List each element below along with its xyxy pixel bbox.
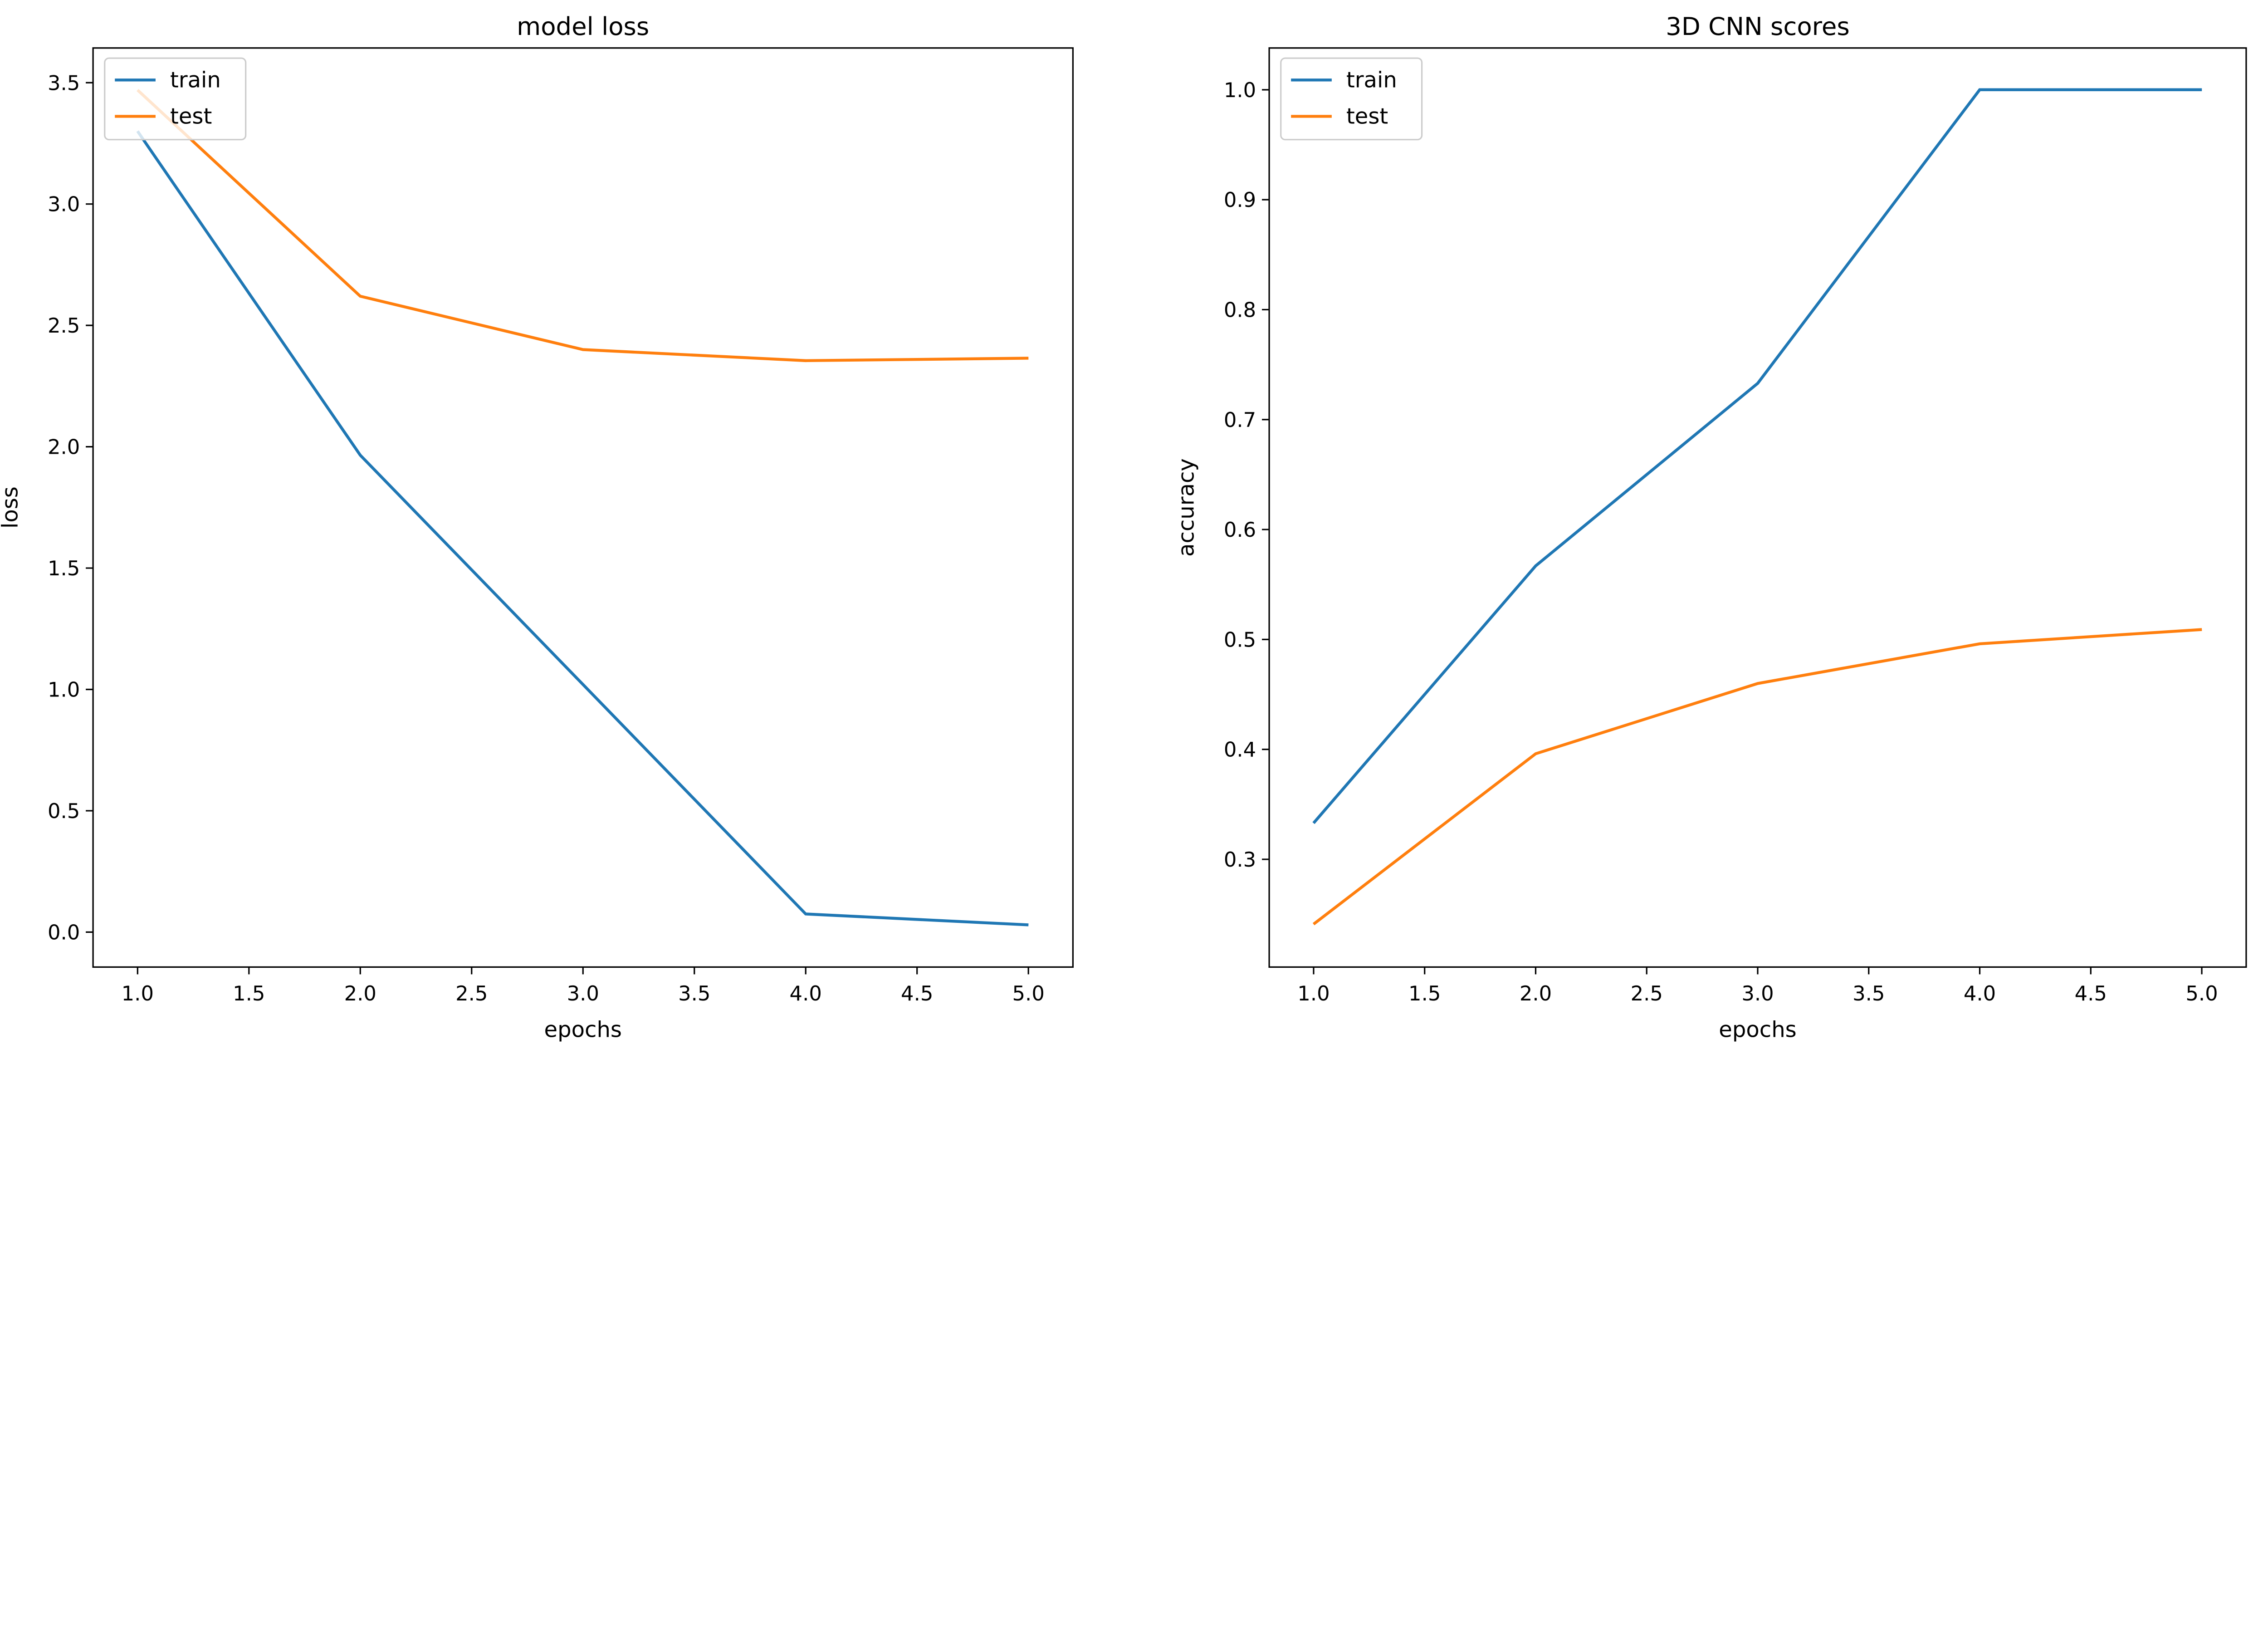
y-tick-label: 0.4 <box>1224 738 1256 762</box>
series-line-train <box>1312 88 2202 824</box>
series-line-train <box>136 130 1029 926</box>
x-tick-label: 3.0 <box>567 981 599 1005</box>
y-tick-label: 0.5 <box>48 799 80 823</box>
legend-box <box>104 57 247 141</box>
x-tick-label: 1.0 <box>122 981 154 1005</box>
x-tick-label: 2.5 <box>1631 981 1663 1005</box>
x-tick-label: 3.5 <box>1853 981 1885 1005</box>
x-tick-label: 4.0 <box>1964 981 1996 1005</box>
y-tick-label: 0.8 <box>1224 298 1256 322</box>
legend-label-train: train <box>1346 67 1397 93</box>
x-tick-label: 3.0 <box>1741 981 1774 1005</box>
series-line-test <box>1312 628 2202 926</box>
chart-2: 3D CNN scores epochs accuracy 1.0 1.5 2.0 2.5 3… <box>1173 12 2247 1042</box>
x-tick-label: 5.0 <box>2185 981 2218 1005</box>
legend-label-test: test <box>170 103 212 129</box>
chart-title: model loss <box>517 12 649 41</box>
y-tick-label: 3.0 <box>48 192 80 216</box>
x-tick-label: 5.0 <box>1012 981 1045 1005</box>
legend-box <box>1280 57 1423 141</box>
chart-1: model loss epochs loss 1.0 1.5 2.0 2.5 3.0 3.5 4.… <box>0 12 1074 1042</box>
x-tick-label: 4.5 <box>901 981 933 1005</box>
x-tick-label: 2.0 <box>344 981 376 1005</box>
x-tick-label: 3.5 <box>678 981 710 1005</box>
y-tick-label: 1.5 <box>48 556 80 580</box>
x-tick-label: 4.0 <box>790 981 822 1005</box>
legend: train test <box>1280 57 1423 141</box>
y-tick-label: 2.5 <box>48 314 80 338</box>
y-axis-label: loss <box>0 486 23 529</box>
y-tick-label: 0.5 <box>1224 627 1256 652</box>
x-tick-label: 1.5 <box>1408 981 1441 1005</box>
legend-label-test: test <box>1346 103 1388 129</box>
chart-title: 3D CNN scores <box>1666 12 1849 41</box>
y-tick-label: 2.0 <box>48 435 80 459</box>
legend: train test <box>104 57 247 141</box>
y-tick-label: 0.0 <box>48 920 80 944</box>
x-axis-label: epochs <box>544 1017 622 1042</box>
x-tick-label: 1.5 <box>233 981 265 1005</box>
y-tick-label: 1.0 <box>48 678 80 702</box>
y-tick-label: 3.5 <box>48 71 80 95</box>
x-tick-label: 2.5 <box>455 981 488 1005</box>
y-tick-label: 0.3 <box>1224 848 1256 872</box>
y-tick-label: 0.9 <box>1224 188 1256 212</box>
y-tick-label: 0.7 <box>1224 408 1256 432</box>
y-axis-label: accuracy <box>1173 458 1199 557</box>
legend-label-train: train <box>170 67 221 93</box>
axes-frame <box>1268 47 2247 968</box>
y-tick-label: 1.0 <box>1224 78 1256 102</box>
y-tick-label: 0.6 <box>1224 518 1256 542</box>
x-tick-label: 1.0 <box>1297 981 1330 1005</box>
x-tick-label: 4.5 <box>2075 981 2107 1005</box>
x-axis-label: epochs <box>1719 1017 1796 1042</box>
series-line-test <box>137 89 1029 363</box>
axes-frame <box>92 47 1074 968</box>
figure: model loss epochs loss 1.0 1.5 2.0 2.5 3.0 3.5 4.… <box>0 12 2247 1042</box>
x-tick-label: 2.0 <box>1520 981 1552 1005</box>
